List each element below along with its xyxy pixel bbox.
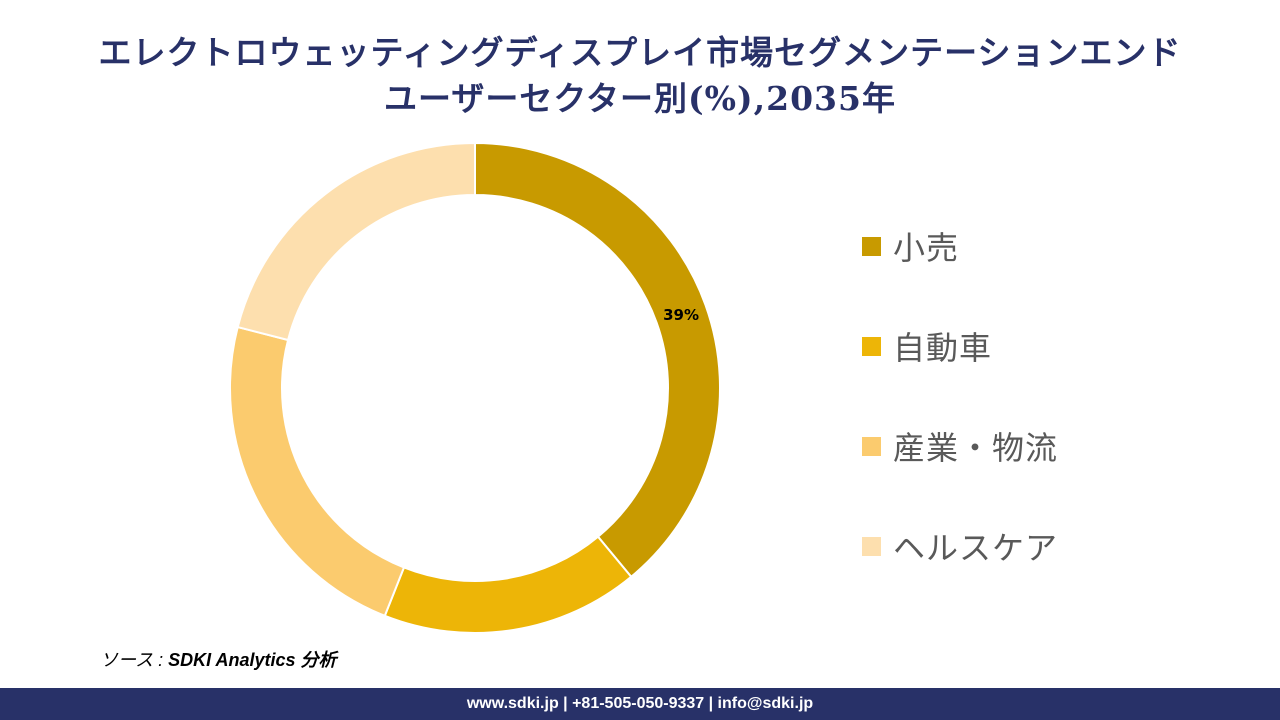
data-label: 39%: [663, 306, 699, 324]
source-note: ソース : SDKI Analytics 分析: [100, 646, 336, 672]
legend-swatch-icon: [862, 436, 881, 456]
donut-segment-2: [229, 325, 406, 618]
source-text: SDKI Analytics 分析: [168, 650, 337, 670]
legend-label: 産業・物流: [893, 429, 1059, 467]
chart-legend: 小売 自動車 産業・物流 ヘルスケア: [862, 222, 1058, 622]
chart-title: エレクトロウェッティングディスプレイ市場セグメンテーションエンド ユーザーセクタ…: [0, 30, 1280, 122]
source-prefix: ソース :: [100, 650, 169, 670]
donut-segments: [229, 141, 721, 634]
legend-item-automotive: 自動車: [862, 322, 1058, 370]
legend-label: ヘルスケア: [893, 529, 1059, 567]
legend-swatch-icon: [862, 536, 881, 556]
legend-label: 自動車: [893, 329, 993, 367]
legend-swatch-icon: [862, 236, 881, 256]
donut-segment-3: [236, 141, 476, 342]
donut-data-labels: 39%: [663, 306, 699, 324]
legend-item-healthcare: ヘルスケア: [862, 522, 1058, 570]
legend-swatch-icon: [862, 336, 881, 356]
legend-item-retail: 小売: [862, 222, 1058, 270]
legend-item-industrial-logistics: 産業・物流: [862, 422, 1058, 470]
chart-title-line-2: ユーザーセクター別(%),2035年: [384, 79, 896, 118]
donut-segment-0: [474, 141, 721, 579]
legend-label: 小売: [893, 229, 960, 267]
chart-title-line-1: エレクトロウェッティングディスプレイ市場セグメンテーションエンド: [98, 33, 1182, 72]
donut-segment-1: [383, 535, 633, 634]
footer-bar: www.sdki.jp | +81-505-050-9337 | info@sd…: [0, 688, 1280, 720]
footer-contact: www.sdki.jp | +81-505-050-9337 | info@sd…: [466, 695, 814, 712]
